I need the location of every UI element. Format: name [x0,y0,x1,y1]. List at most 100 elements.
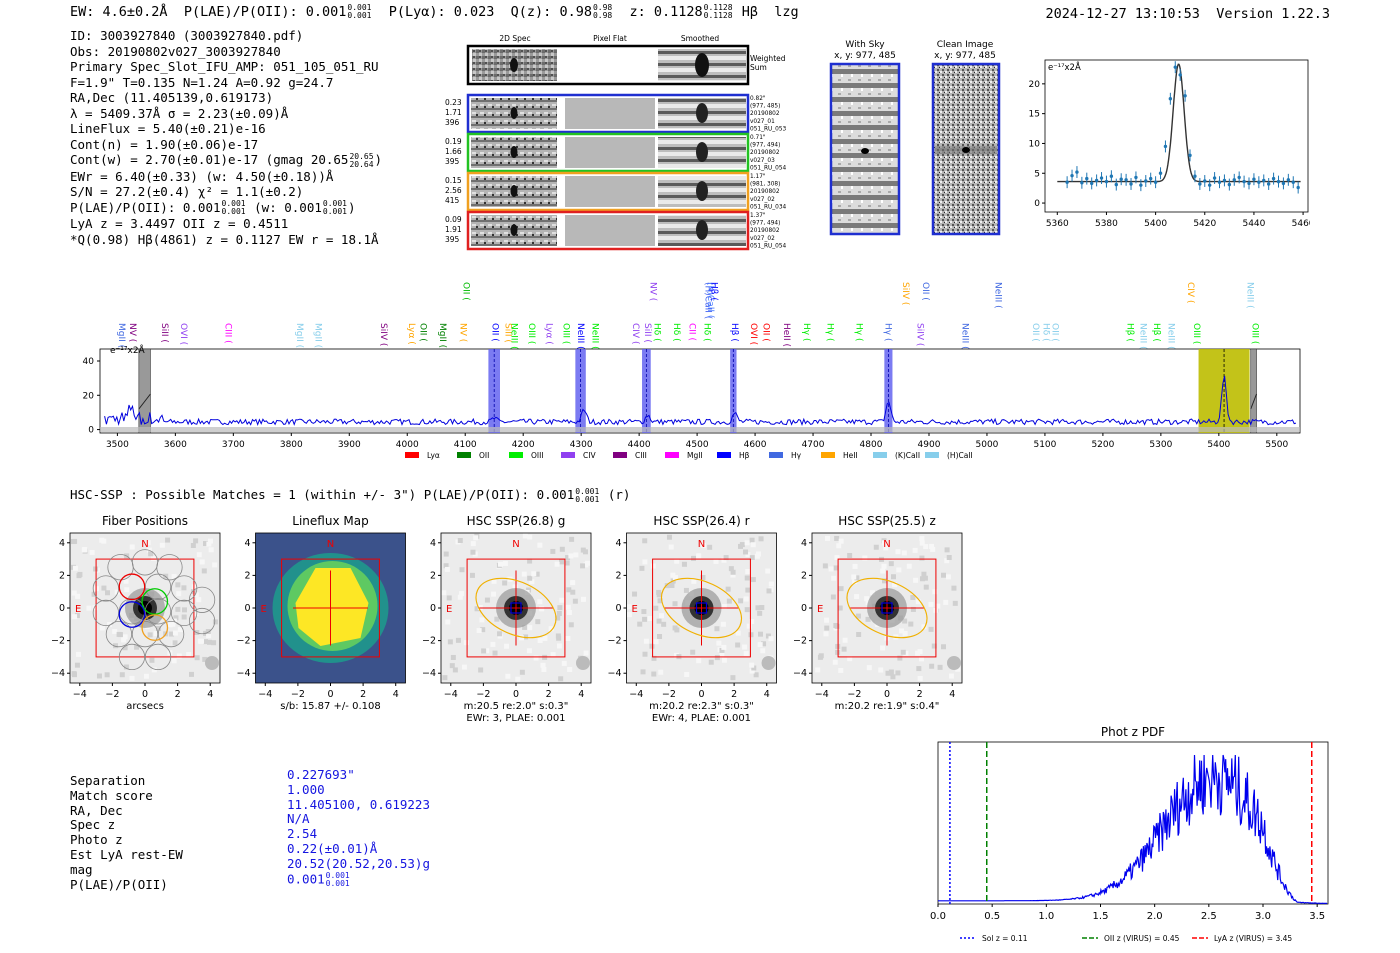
noise-pixel [658,669,664,675]
noise-pixel [212,562,218,568]
noise-pixel [484,648,490,654]
cutout-meta: 051_RU_054 [750,243,787,249]
noise-pixel [766,588,772,594]
legend-label: LyA z (VIRUS) = 3.45 [1214,934,1292,943]
data-point [1139,183,1143,187]
x-tick-label: 2.0 [1147,911,1163,922]
noise-pixel [916,666,922,672]
noise-pixel [919,656,925,662]
noise-pixel [494,616,500,622]
y-tick-label: 0 [88,426,94,436]
legend-swatch [613,452,627,458]
noise-pixel [123,578,129,584]
x-tick-label: 4800 [860,440,883,450]
match-label: P(LAE)/P(OII) [70,876,168,892]
noise-pixel [738,598,744,604]
noise-pixel [824,625,830,631]
noise-pixel [823,631,829,637]
noise-pixel [565,555,571,561]
noise-pixel [719,652,725,658]
cutout-source [510,185,518,197]
noise-pixel [883,545,889,551]
data-point [1119,177,1123,181]
line-label: OII ( [761,323,771,342]
x-tick-label: 4500 [686,440,709,450]
compass-e: E [75,604,81,615]
x-tick-label: 0 [142,689,148,700]
panel-image [441,533,591,683]
noise-pixel [768,636,774,642]
x-tick-label: 2 [546,689,552,700]
noise-pixel [515,676,521,682]
noise-pixel [171,574,177,580]
x-tick-label: 4 [578,689,584,700]
cutout-stat: 2.56 [445,186,462,195]
line-label: MgII ( [313,323,323,348]
aperture-ellipse [660,577,743,639]
noise-pixel [93,566,99,572]
noise-pixel [681,561,687,567]
noise-pixel [825,535,831,541]
panel-title: Fiber Positions [102,514,188,528]
line-label: MgII ( [116,323,126,348]
legend-label: OII [479,451,489,460]
panel-image [70,533,220,683]
info-plae: P(LAE)/P(OII): 0.0010.001 0.001 (w: 0.001… [70,200,382,217]
y-tick-label: 0 [430,603,436,614]
noise-pixel [832,659,838,665]
noise-pixel [527,534,533,540]
clean-title: Clean Image [937,40,994,50]
match-label: RA, Dec [70,802,123,818]
noise-pixel [818,653,824,659]
noise-pixel [847,656,853,662]
noise-pixel [114,589,120,595]
noise-pixel [447,639,453,645]
x-tick-label: 4 [207,689,213,700]
noise-pixel [749,619,755,625]
noise-pixel [941,572,947,578]
noise-pixel [72,565,78,571]
data-point [1203,179,1207,183]
noise-pixel [121,637,127,643]
x-tick-label: −2 [476,689,490,700]
match-values: 0.227693" 1.000 11.405100, 0.619223 N/A … [287,767,430,888]
fiber-circle [188,586,216,613]
noise-pixel [761,641,767,647]
noise-pixel [550,652,556,658]
noise-pixel [444,566,450,572]
photz-frame [937,741,1329,905]
noise-pixel [768,581,774,587]
legend-swatch [457,452,471,458]
noise-pixel [564,560,570,566]
noise-pixel [739,542,745,548]
noise-pixel [470,549,476,555]
noise-pixel [470,541,476,547]
cutout-meta: (981, 308) [750,182,780,188]
panel-image [626,533,777,683]
noise-pixel [497,631,503,637]
match-label: Separation [70,773,146,788]
photz-title: Phot z PDF [1101,725,1165,739]
data-point [1237,175,1241,180]
noise-pixel [670,572,676,578]
panel-sub2: EWr: 3, PLAE: 0.001 [466,713,565,724]
line-fit-frame [1044,59,1309,213]
y-tick-label: 10 [1029,139,1041,149]
line-label: NeIII ( [575,323,585,350]
noise-pixel [143,673,149,679]
noise-pixel [674,627,680,633]
noise-pixel [653,639,659,645]
noise-pixel [755,605,761,611]
cutout-source [510,107,518,119]
line-label: Hβ ( [1125,323,1135,342]
noise-pixel [566,587,572,593]
noise-pixel [854,594,860,600]
noise-pixel [522,624,528,630]
col-title-smoothed: Smoothed [681,34,720,43]
noise-pixel [649,643,655,649]
data-point [1212,176,1217,180]
line-label: NV ( [127,323,137,342]
cutout-smoothed-source [696,220,708,240]
hatched-band [138,348,151,434]
noise-pixel [745,552,751,558]
